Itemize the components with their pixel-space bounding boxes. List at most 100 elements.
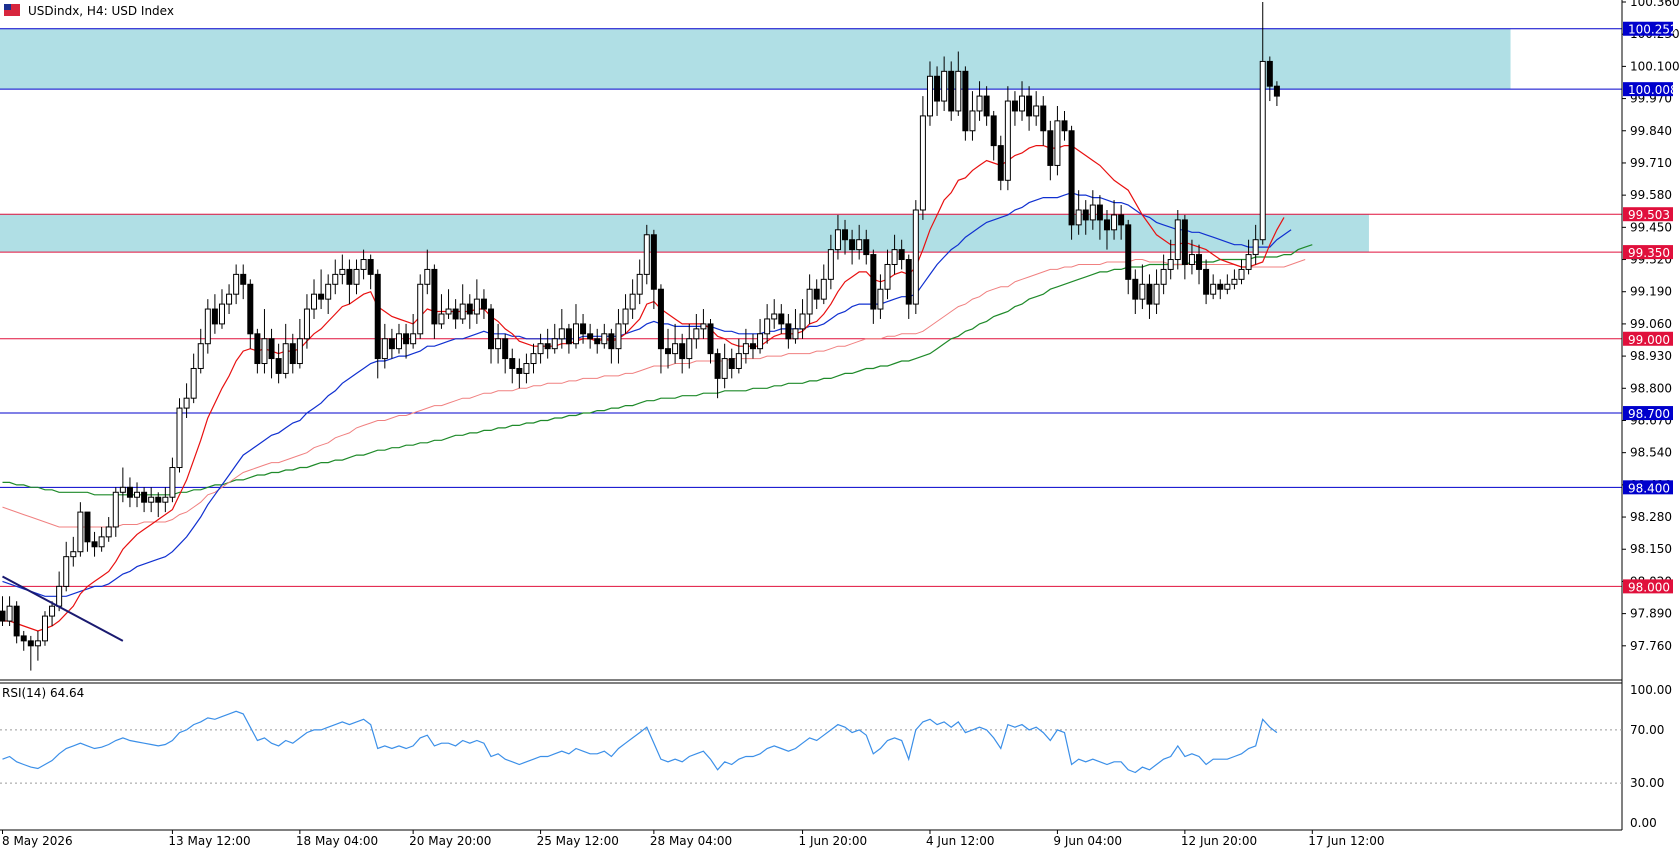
candle[interactable]: [672, 323, 679, 364]
candle[interactable]: [714, 348, 721, 399]
candle[interactable]: [261, 309, 268, 374]
candle[interactable]: [657, 284, 664, 374]
candle[interactable]: [565, 323, 572, 354]
candle[interactable]: [141, 487, 148, 513]
candle[interactable]: [190, 353, 197, 404]
candle[interactable]: [1224, 274, 1231, 295]
candle[interactable]: [367, 254, 374, 290]
candle[interactable]: [70, 536, 77, 567]
candle[interactable]: [1011, 91, 1018, 126]
candle[interactable]: [1019, 81, 1026, 121]
candle[interactable]: [650, 229, 657, 310]
candle[interactable]: [1245, 239, 1252, 275]
candle[interactable]: [403, 323, 410, 359]
candle[interactable]: [395, 323, 402, 354]
candle[interactable]: [218, 289, 225, 329]
candle[interactable]: [806, 274, 813, 324]
candle[interactable]: [587, 323, 594, 349]
candle[interactable]: [912, 200, 919, 314]
candle[interactable]: [34, 630, 41, 661]
candle[interactable]: [112, 487, 119, 537]
candle[interactable]: [318, 269, 325, 310]
candle[interactable]: [877, 274, 884, 319]
candle[interactable]: [608, 328, 615, 364]
candle[interactable]: [898, 239, 905, 270]
candle[interactable]: [842, 219, 849, 255]
candle[interactable]: [1132, 269, 1139, 314]
candle[interactable]: [955, 51, 962, 116]
candle[interactable]: [105, 517, 112, 542]
candle[interactable]: [601, 323, 608, 349]
candle[interactable]: [445, 289, 452, 319]
candle[interactable]: [183, 383, 190, 418]
candle[interactable]: [155, 492, 162, 518]
candle[interactable]: [629, 279, 636, 319]
candle[interactable]: [1082, 200, 1089, 235]
candle[interactable]: [707, 318, 714, 364]
candle[interactable]: [1188, 239, 1195, 275]
candle[interactable]: [820, 264, 827, 305]
candle[interactable]: [679, 333, 686, 374]
candle[interactable]: [849, 229, 856, 265]
candle[interactable]: [976, 81, 983, 121]
candle[interactable]: [63, 541, 70, 592]
candle[interactable]: [459, 284, 466, 324]
candle[interactable]: [1111, 200, 1118, 240]
candle[interactable]: [311, 279, 318, 319]
candle[interactable]: [1139, 264, 1146, 310]
candle[interactable]: [211, 294, 218, 334]
candle[interactable]: [1089, 190, 1096, 230]
candle[interactable]: [665, 328, 672, 369]
candle[interactable]: [268, 328, 275, 379]
candle[interactable]: [1203, 259, 1210, 305]
candle[interactable]: [381, 323, 388, 369]
candle[interactable]: [388, 328, 395, 359]
candle[interactable]: [346, 259, 353, 305]
candle[interactable]: [438, 294, 445, 329]
candle[interactable]: [1266, 56, 1273, 102]
candle[interactable]: [134, 482, 141, 508]
candle[interactable]: [353, 259, 360, 295]
candle[interactable]: [424, 249, 431, 295]
candle[interactable]: [91, 531, 98, 557]
candle[interactable]: [891, 234, 898, 275]
candle[interactable]: [452, 299, 459, 329]
candle[interactable]: [856, 224, 863, 260]
candle[interactable]: [735, 338, 742, 374]
candle[interactable]: [325, 274, 332, 314]
trendline-layer[interactable]: [2, 575, 124, 642]
candle[interactable]: [119, 467, 126, 503]
candle[interactable]: [1068, 125, 1075, 240]
candle[interactable]: [615, 309, 622, 364]
candle[interactable]: [544, 328, 551, 359]
candle[interactable]: [721, 343, 728, 389]
candle[interactable]: [1054, 106, 1061, 176]
candle[interactable]: [941, 56, 948, 111]
candle[interactable]: [1118, 205, 1125, 240]
candle[interactable]: [126, 477, 133, 508]
candle[interactable]: [360, 249, 367, 280]
candle[interactable]: [417, 274, 424, 339]
candle[interactable]: [1273, 81, 1280, 106]
candle[interactable]: [997, 135, 1004, 191]
candle[interactable]: [622, 294, 629, 334]
candle[interactable]: [742, 328, 749, 364]
candle[interactable]: [148, 487, 155, 513]
candle[interactable]: [6, 596, 13, 626]
candle[interactable]: [197, 328, 204, 374]
candle[interactable]: [962, 66, 969, 141]
candle[interactable]: [1103, 210, 1110, 250]
candle[interactable]: [162, 487, 169, 513]
candle[interactable]: [863, 229, 870, 265]
candle[interactable]: [282, 323, 289, 379]
candle[interactable]: [169, 457, 176, 503]
candle[interactable]: [1167, 239, 1174, 280]
candle[interactable]: [1033, 91, 1040, 126]
candle[interactable]: [1004, 86, 1011, 191]
candle[interactable]: [233, 264, 240, 305]
candle[interactable]: [969, 91, 976, 141]
candle[interactable]: [275, 343, 282, 384]
candle[interactable]: [580, 314, 587, 344]
